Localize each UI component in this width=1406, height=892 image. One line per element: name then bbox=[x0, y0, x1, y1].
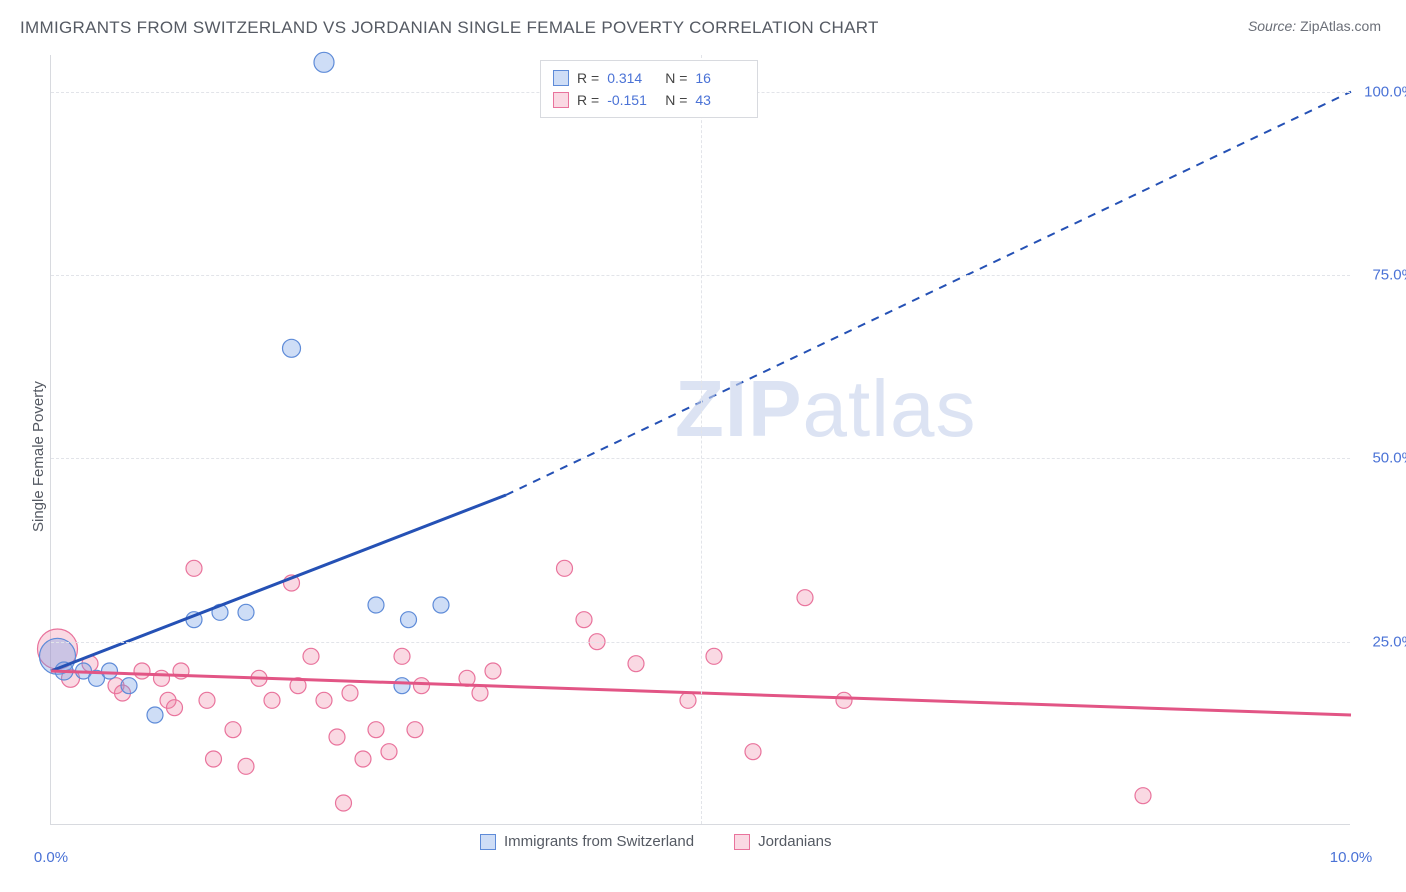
scatter-point bbox=[314, 52, 334, 72]
scatter-point bbox=[206, 751, 222, 767]
stats-n-value: 43 bbox=[695, 89, 745, 111]
stats-n-value: 16 bbox=[695, 67, 745, 89]
y-tick-label: 100.0% bbox=[1364, 83, 1406, 100]
scatter-point bbox=[329, 729, 345, 745]
scatter-point bbox=[225, 722, 241, 738]
scatter-point bbox=[238, 758, 254, 774]
scatter-point bbox=[433, 597, 449, 613]
scatter-point bbox=[797, 590, 813, 606]
scatter-point bbox=[342, 685, 358, 701]
stats-r-value: 0.314 bbox=[607, 67, 657, 89]
source-credit: Source: ZipAtlas.com bbox=[1248, 18, 1381, 34]
scatter-point bbox=[316, 692, 332, 708]
x-tick-label: 10.0% bbox=[1330, 849, 1373, 866]
scatter-point bbox=[836, 692, 852, 708]
scatter-point bbox=[303, 648, 319, 664]
stats-row: R = 0.314 N = 16 bbox=[553, 67, 745, 89]
scatter-point bbox=[368, 597, 384, 613]
scatter-point bbox=[381, 744, 397, 760]
scatter-point bbox=[134, 663, 150, 679]
scatter-point bbox=[167, 700, 183, 716]
scatter-point bbox=[1135, 788, 1151, 804]
scatter-point bbox=[264, 692, 280, 708]
scatter-point bbox=[414, 678, 430, 694]
chart-title: IMMIGRANTS FROM SWITZERLAND VS JORDANIAN… bbox=[20, 18, 879, 38]
legend-swatch bbox=[553, 70, 569, 86]
scatter-point bbox=[238, 604, 254, 620]
scatter-point bbox=[368, 722, 384, 738]
y-tick-label: 25.0% bbox=[1372, 633, 1406, 650]
x-tick-label: 0.0% bbox=[34, 849, 68, 866]
legend-swatch bbox=[734, 834, 750, 850]
scatter-point bbox=[745, 744, 761, 760]
legend-swatch bbox=[480, 834, 496, 850]
scatter-point bbox=[472, 685, 488, 701]
y-tick-label: 75.0% bbox=[1372, 267, 1406, 284]
y-tick-label: 50.0% bbox=[1372, 450, 1406, 467]
scatter-point bbox=[199, 692, 215, 708]
scatter-point bbox=[394, 678, 410, 694]
stats-r-label: R = bbox=[577, 89, 599, 111]
plot-area: ZIPatlas 25.0%50.0%75.0%100.0%0.0%10.0% bbox=[50, 55, 1350, 825]
scatter-point bbox=[102, 663, 118, 679]
scatter-point bbox=[154, 670, 170, 686]
scatter-point bbox=[355, 751, 371, 767]
scatter-point bbox=[628, 656, 644, 672]
legend-item: Immigrants from Switzerland bbox=[480, 833, 694, 850]
legend-label: Jordanians bbox=[758, 833, 831, 850]
legend-item: Jordanians bbox=[734, 833, 831, 850]
source-value: ZipAtlas.com bbox=[1300, 18, 1381, 34]
stats-n-label: N = bbox=[665, 67, 687, 89]
stats-legend: R = 0.314 N = 16 R = -0.151 N = 43 bbox=[540, 60, 758, 118]
scatter-point bbox=[186, 560, 202, 576]
scatter-point bbox=[680, 692, 696, 708]
scatter-point bbox=[121, 678, 137, 694]
grid-line-v bbox=[701, 55, 702, 824]
scatter-point bbox=[401, 612, 417, 628]
scatter-point bbox=[336, 795, 352, 811]
regression-line bbox=[506, 92, 1351, 495]
scatter-point bbox=[147, 707, 163, 723]
legend-swatch bbox=[553, 92, 569, 108]
y-axis-title: Single Female Poverty bbox=[30, 381, 47, 532]
regression-line bbox=[51, 495, 506, 671]
scatter-point bbox=[283, 339, 301, 357]
scatter-point bbox=[407, 722, 423, 738]
stats-n-label: N = bbox=[665, 89, 687, 111]
scatter-point bbox=[576, 612, 592, 628]
stats-r-label: R = bbox=[577, 67, 599, 89]
scatter-point bbox=[557, 560, 573, 576]
scatter-point bbox=[706, 648, 722, 664]
chart-container: IMMIGRANTS FROM SWITZERLAND VS JORDANIAN… bbox=[0, 0, 1406, 892]
stats-r-value: -0.151 bbox=[607, 89, 657, 111]
scatter-point bbox=[394, 648, 410, 664]
source-label: Source: bbox=[1248, 18, 1296, 34]
scatter-point bbox=[485, 663, 501, 679]
legend-label: Immigrants from Switzerland bbox=[504, 833, 694, 850]
bottom-legend: Immigrants from Switzerland Jordanians bbox=[480, 833, 831, 850]
stats-row: R = -0.151 N = 43 bbox=[553, 89, 745, 111]
